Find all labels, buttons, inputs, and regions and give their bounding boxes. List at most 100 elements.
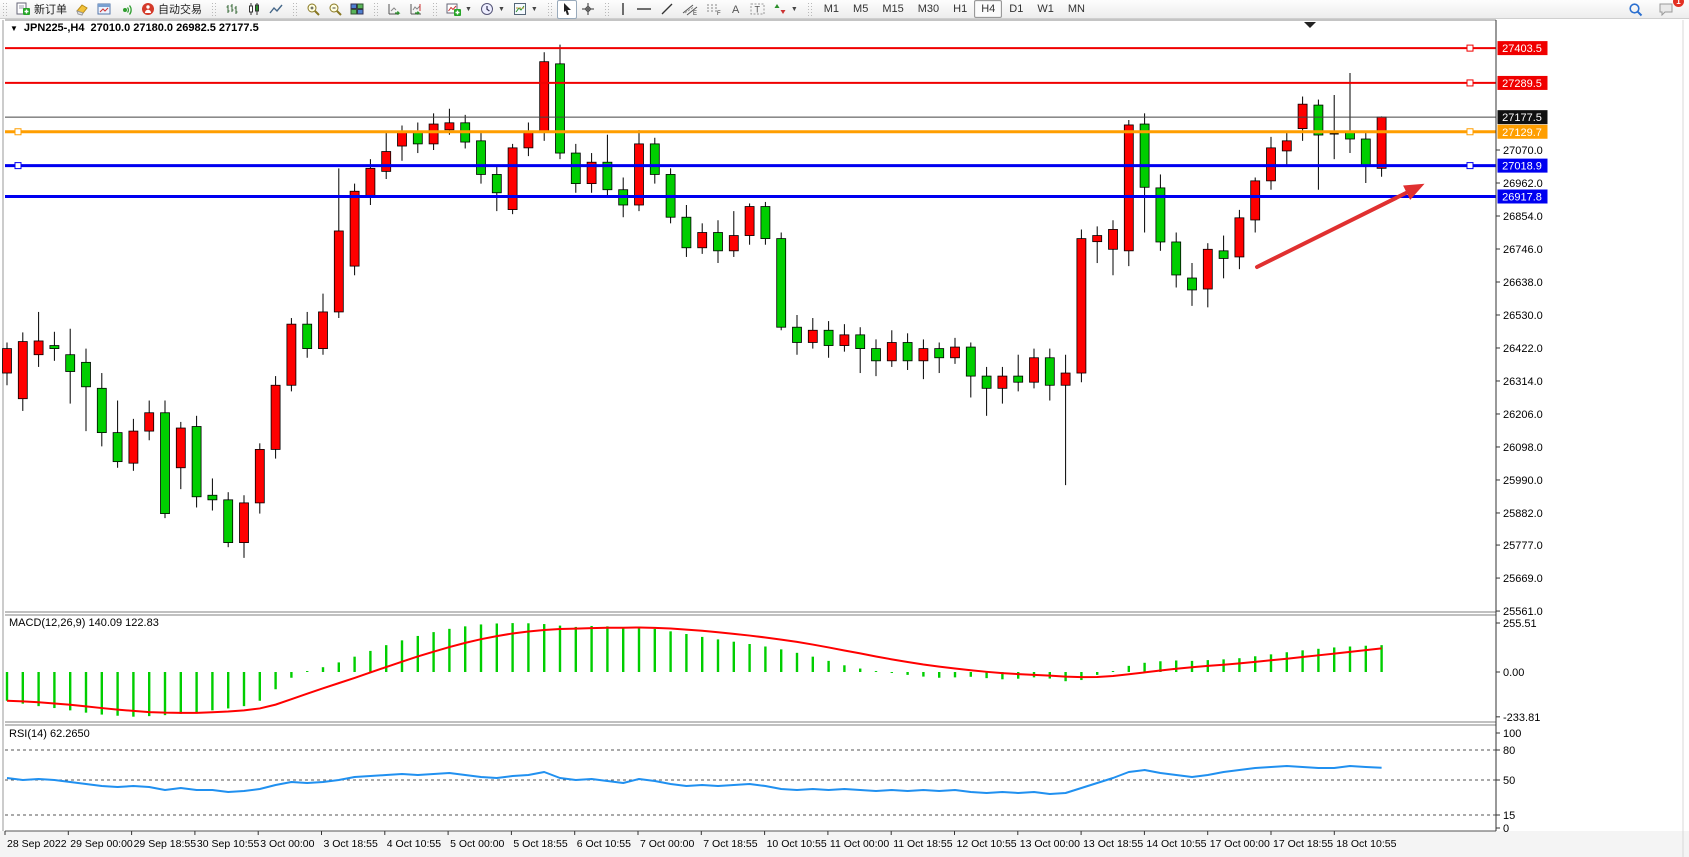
svg-text:25669.0: 25669.0 bbox=[1503, 573, 1543, 585]
svg-text:27177.5: 27177.5 bbox=[1502, 112, 1542, 124]
chart-shift-button[interactable] bbox=[405, 0, 427, 19]
crosshair-button[interactable] bbox=[577, 0, 599, 19]
svg-text:26962.0: 26962.0 bbox=[1503, 178, 1543, 190]
signals-button[interactable] bbox=[115, 0, 137, 19]
add-indicator-button[interactable]: ▼ bbox=[442, 0, 476, 19]
tf-m1[interactable]: M1 bbox=[817, 0, 846, 18]
svg-text:-233.81: -233.81 bbox=[1503, 712, 1540, 724]
line-chart-icon bbox=[269, 2, 283, 16]
cursor-button[interactable] bbox=[556, 0, 577, 19]
add-indicator-icon bbox=[446, 2, 461, 16]
tf-m15-label: M15 bbox=[882, 3, 904, 15]
zoom-in-button[interactable] bbox=[302, 0, 324, 19]
dropdown-caret-icon[interactable]: ▼ bbox=[497, 5, 505, 13]
chart-symbol-label: JPN225-,H4 bbox=[23, 22, 85, 34]
rsi-indicator-label: RSI(14) 62.2650 bbox=[9, 728, 90, 740]
vertical-line-button[interactable] bbox=[614, 0, 632, 19]
svg-text:29 Sep 00:00: 29 Sep 00:00 bbox=[70, 838, 133, 850]
macd-signal-line bbox=[6, 626, 1382, 714]
search-button[interactable] bbox=[1624, 0, 1647, 19]
horizontal-line-button[interactable] bbox=[632, 0, 656, 19]
price-axis: 27070.0 26962.0 26854.0 26746.0 26638.0 26530… bbox=[1496, 145, 1543, 835]
dropdown-caret-icon[interactable]: ▼ bbox=[465, 5, 472, 13]
arrow-annotation[interactable] bbox=[1255, 183, 1425, 269]
tf-m30[interactable]: M30 bbox=[911, 0, 946, 18]
svg-text:100: 100 bbox=[1503, 728, 1521, 740]
horizontal-line-objects[interactable] bbox=[5, 44, 1496, 199]
tf-h4[interactable]: H4 bbox=[974, 0, 1003, 18]
toolbar-group-trade: 新订单 自动交易 bbox=[9, 0, 209, 18]
svg-text:10 Oct 10:55: 10 Oct 10:55 bbox=[767, 838, 827, 850]
svg-text:25990.0: 25990.0 bbox=[1503, 475, 1543, 487]
main-chart-pane[interactable] bbox=[2, 22, 1497, 558]
svg-text:26206.0: 26206.0 bbox=[1503, 409, 1543, 421]
chart-collapse-icon[interactable]: ▼ bbox=[10, 23, 18, 33]
vertical-line-icon bbox=[618, 2, 628, 16]
svg-text:13 Oct 00:00: 13 Oct 00:00 bbox=[1020, 838, 1080, 850]
macd-pane[interactable] bbox=[5, 623, 1383, 717]
svg-text:26314.0: 26314.0 bbox=[1503, 376, 1543, 388]
svg-text:5 Oct 00:00: 5 Oct 00:00 bbox=[450, 838, 504, 850]
toolbar-grip bbox=[432, 2, 437, 16]
line-chart-button[interactable] bbox=[265, 0, 287, 19]
signal-icon bbox=[119, 2, 133, 16]
new-order-button[interactable]: 新订单 bbox=[12, 0, 71, 19]
cursor-icon bbox=[561, 2, 573, 16]
tf-h1-label: H1 bbox=[953, 3, 968, 15]
equidistant-channel-button[interactable]: E bbox=[678, 0, 702, 19]
templates-button[interactable]: ▼ bbox=[509, 0, 542, 19]
tile-windows-icon bbox=[350, 2, 364, 16]
text-label-button[interactable]: T bbox=[746, 0, 769, 19]
svg-text:0.00: 0.00 bbox=[1503, 667, 1524, 679]
svg-text:17 Oct 18:55: 17 Oct 18:55 bbox=[1273, 838, 1333, 850]
rsi-pane[interactable] bbox=[5, 749, 1496, 816]
svg-text:255.51: 255.51 bbox=[1503, 618, 1537, 630]
toolbar-group-scroll bbox=[380, 0, 430, 18]
horizontal-line-icon bbox=[636, 2, 652, 16]
arrows-button[interactable]: ▼ bbox=[769, 0, 802, 19]
svg-text:27129.7: 27129.7 bbox=[1502, 127, 1542, 139]
candlestick-button[interactable] bbox=[243, 0, 265, 19]
svg-text:18 Oct 10:55: 18 Oct 10:55 bbox=[1336, 838, 1396, 850]
bar-chart-icon bbox=[225, 2, 239, 16]
time-axis: 28 Sep 2022 29 Sep 00:00 29 Sep 18:55 30 Se… bbox=[4, 831, 1397, 850]
dropdown-caret-icon[interactable]: ▼ bbox=[530, 5, 538, 13]
svg-text:3 Oct 18:55: 3 Oct 18:55 bbox=[324, 838, 378, 850]
tf-mn[interactable]: MN bbox=[1061, 0, 1092, 18]
chart-window-button[interactable] bbox=[93, 0, 115, 19]
svg-text:25561.0: 25561.0 bbox=[1503, 606, 1543, 618]
chart-ohlc-label: 27010.0 27180.0 26982.5 27177.5 bbox=[90, 22, 259, 34]
toolbar-group-draw: E F A T ▼ bbox=[611, 0, 805, 18]
svg-text:27403.5: 27403.5 bbox=[1502, 43, 1542, 55]
macd-indicator-label: MACD(12,26,9) 140.09 122.83 bbox=[9, 617, 159, 629]
dropdown-caret-icon[interactable]: ▼ bbox=[790, 5, 798, 13]
svg-text:26746.0: 26746.0 bbox=[1503, 244, 1543, 256]
tile-windows-button[interactable] bbox=[346, 0, 368, 19]
tf-m15[interactable]: M15 bbox=[875, 0, 910, 18]
periods-button[interactable]: ▼ bbox=[476, 0, 509, 19]
chat-button[interactable]: 1 bbox=[1655, 0, 1684, 19]
fibonacci-button[interactable]: F bbox=[702, 0, 726, 19]
trendline-button[interactable] bbox=[656, 0, 678, 19]
svg-text:30 Sep 10:55: 30 Sep 10:55 bbox=[197, 838, 260, 850]
auto-scroll-button[interactable] bbox=[383, 0, 405, 19]
zoom-out-button[interactable] bbox=[324, 0, 346, 19]
auto-trading-button[interactable]: 自动交易 bbox=[137, 0, 206, 19]
new-order-button-label: 新订单 bbox=[34, 4, 67, 16]
svg-text:11 Oct 00:00: 11 Oct 00:00 bbox=[830, 838, 890, 850]
toolbar-group-chart-type bbox=[218, 0, 290, 18]
zoom-out-icon bbox=[328, 2, 342, 16]
svg-text:7 Oct 18:55: 7 Oct 18:55 bbox=[703, 838, 757, 850]
tf-m5[interactable]: M5 bbox=[846, 0, 875, 18]
chart-shift-marker[interactable] bbox=[1304, 22, 1316, 28]
eraser-button[interactable] bbox=[71, 0, 93, 19]
tf-d1[interactable]: D1 bbox=[1002, 0, 1030, 18]
chart-title: ▼ JPN225-,H4 27010.0 27180.0 26982.5 271… bbox=[10, 22, 259, 34]
svg-text:7 Oct 00:00: 7 Oct 00:00 bbox=[640, 838, 694, 850]
text-button[interactable]: A bbox=[726, 0, 746, 19]
tf-h1[interactable]: H1 bbox=[946, 0, 974, 18]
template-icon bbox=[513, 2, 527, 16]
tf-w1[interactable]: W1 bbox=[1030, 0, 1061, 18]
bar-chart-button[interactable] bbox=[221, 0, 243, 19]
